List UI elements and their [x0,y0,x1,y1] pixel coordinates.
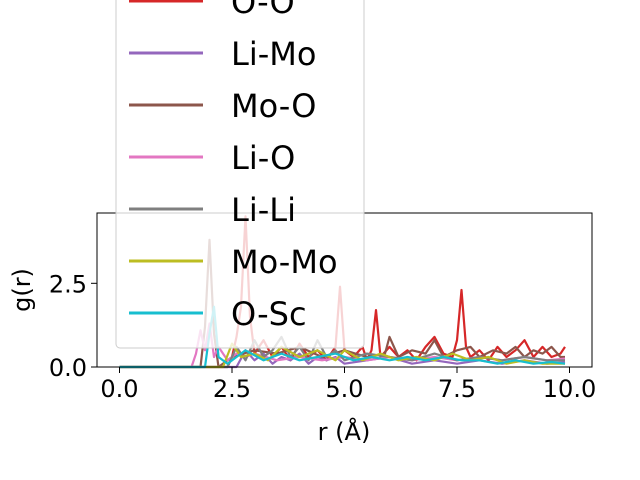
series-line-mo-mo [119,342,565,369]
legend-label-li-o: Li-O [231,139,295,177]
legend-items: O-O Li-Mo Mo-O Li-O Li-Li Mo-Mo O-Sc [129,0,338,333]
legend: O-O Li-Mo Mo-O Li-O Li-Li Mo-Mo O-Sc [115,0,365,349]
legend-label-li-li: Li-Li [231,191,296,229]
legend-label-o-o: O-O [231,0,295,21]
x-tick-label: 0.0 [100,375,138,403]
ticks-layer: 0.0 2.5 5.0 7.5 10.0 0.0 2.5 [49,270,596,403]
y-tick-label: 0.0 [49,354,87,382]
x-tick-label: 10.0 [543,375,596,403]
legend-label-li-mo: Li-Mo [231,35,316,73]
x-tick-label: 5.0 [325,375,363,403]
x-axis-label: r (Å) [318,417,371,446]
series-line-mo-o [119,238,565,369]
legend-label-mo-mo: Mo-Mo [231,243,338,281]
x-tick-label: 2.5 [213,375,251,403]
legend-label-mo-o: Mo-O [231,87,316,125]
y-tick-label: 2.5 [49,270,87,298]
legend-label-o-sc: O-Sc [231,295,307,333]
x-tick-label: 7.5 [438,375,476,403]
series-line-o-sc [119,305,566,369]
y-axis-label: g(r) [8,268,36,312]
